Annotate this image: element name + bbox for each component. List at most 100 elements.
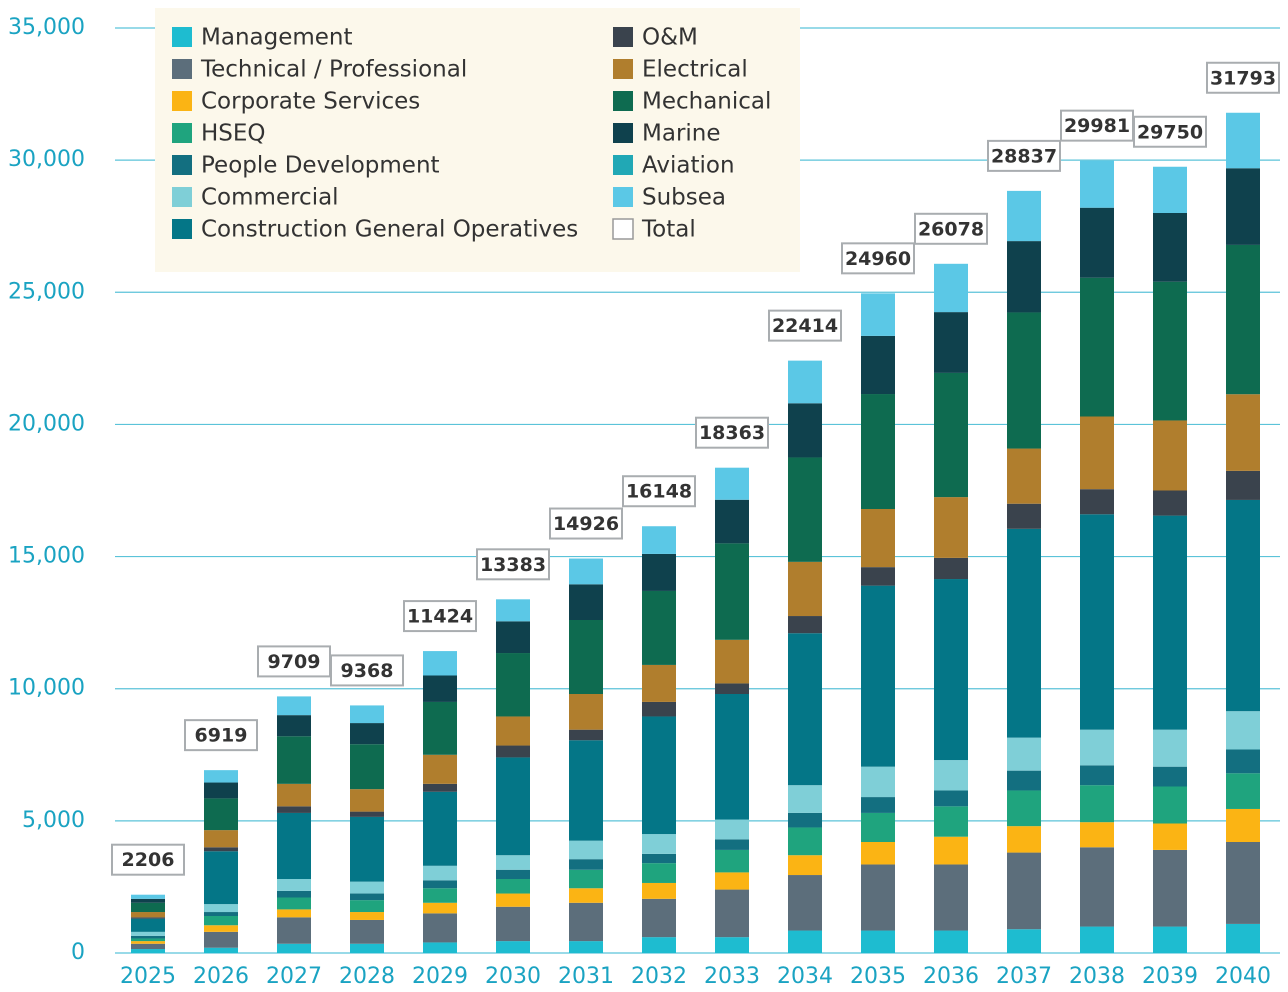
legend-swatch [613,187,633,207]
bar-segment [1007,190,1041,242]
bar-segment [788,875,822,931]
bar-segment [788,812,822,828]
x-tick-label: 2029 [412,964,468,989]
x-tick-label: 2026 [193,964,249,989]
y-tick-label: 0 [71,940,85,965]
x-tick-label: 2038 [1069,964,1125,989]
bar-segment [861,509,895,568]
total-box [184,719,258,752]
bar-segment [934,497,968,558]
total-box [914,212,988,245]
legend-swatch [172,27,192,47]
bar-segment [496,745,530,758]
bar-segment [204,931,238,948]
bar-segment [1007,929,1041,953]
total-label: 26078 [918,218,984,240]
bar-segment [861,766,895,798]
total-box [1133,115,1207,148]
bar-segment [423,651,457,676]
legend-swatch [613,91,633,111]
bar-segment [715,694,749,820]
total-label: 11424 [407,606,473,628]
bar-segment [423,865,457,881]
bar-segment [934,760,968,791]
bar-segment [496,653,530,717]
bar-segment [350,816,384,882]
bar-segment [569,694,603,730]
total-label: 24960 [845,248,911,270]
bar-segment [423,791,457,866]
bar-segment [131,938,165,942]
bar-segment [861,293,895,336]
bar-segment [934,312,968,373]
bar-segment [934,836,968,865]
legend-swatch [172,123,192,143]
bar-segment [861,394,895,509]
legend-label: Aviation [642,153,735,179]
bar-segment [1226,842,1260,924]
total-label: 2206 [122,849,175,871]
total-box [111,843,185,876]
legend-swatch [172,187,192,207]
bar-segment [642,898,676,938]
x-tick-label: 2035 [850,964,906,989]
bar-segment [642,853,676,864]
bar-segment [277,715,311,737]
bar-segment [131,912,165,918]
bar-segment [1153,729,1187,767]
bar-segment [277,890,311,898]
bar-segment [204,904,238,913]
x-tick-label: 2025 [120,964,176,989]
bar-segment [204,770,238,783]
bar-segment [423,701,457,755]
bar-segment [496,893,530,907]
bar-segment [1226,923,1260,953]
total-box [987,139,1061,172]
bar-segment [277,806,311,813]
bar-segment [131,894,165,899]
total-box [622,475,696,508]
bar-segment [788,785,822,813]
bar-segment [934,557,968,580]
bar-segment [1080,489,1114,515]
bar-segment [861,567,895,586]
bar-segment [715,499,749,544]
bar-segment [1226,808,1260,842]
bar-segment [350,705,384,724]
total-label: 28837 [991,145,1057,167]
bar-segment [1080,729,1114,766]
bar-segment [861,842,895,865]
bar-segment [788,855,822,876]
x-tick-label: 2033 [704,964,760,989]
bar-segment [788,633,822,786]
bar-segment [131,918,165,932]
total-label: 13383 [480,554,546,576]
bar-segment [1080,847,1114,927]
bar-segment [1153,926,1187,953]
x-tick-label: 2040 [1215,964,1271,989]
bar-segment [350,789,384,812]
bar-segment [277,812,311,879]
bar-segment [277,943,311,953]
bar-segment [715,819,749,840]
bar-segment [642,526,676,554]
bar-segment [788,457,822,562]
bar-segment [350,943,384,953]
x-tick-label: 2037 [996,964,1052,989]
bar-segment [569,941,603,953]
bar-segment [861,930,895,953]
bar-segment [350,723,384,745]
bar-segment [496,599,530,622]
bar-segment [350,900,384,913]
bar-segment [1226,244,1260,395]
bar-segment [1153,786,1187,824]
bar-segment [569,888,603,903]
bar-segment [569,729,603,741]
bar-segment [788,930,822,953]
legend-swatch [172,219,192,239]
bar-segment [569,859,603,870]
legend-label: Corporate Services [201,89,420,115]
bar-segment [934,930,968,953]
bar-segment [423,913,457,943]
bar-segment [496,855,530,870]
